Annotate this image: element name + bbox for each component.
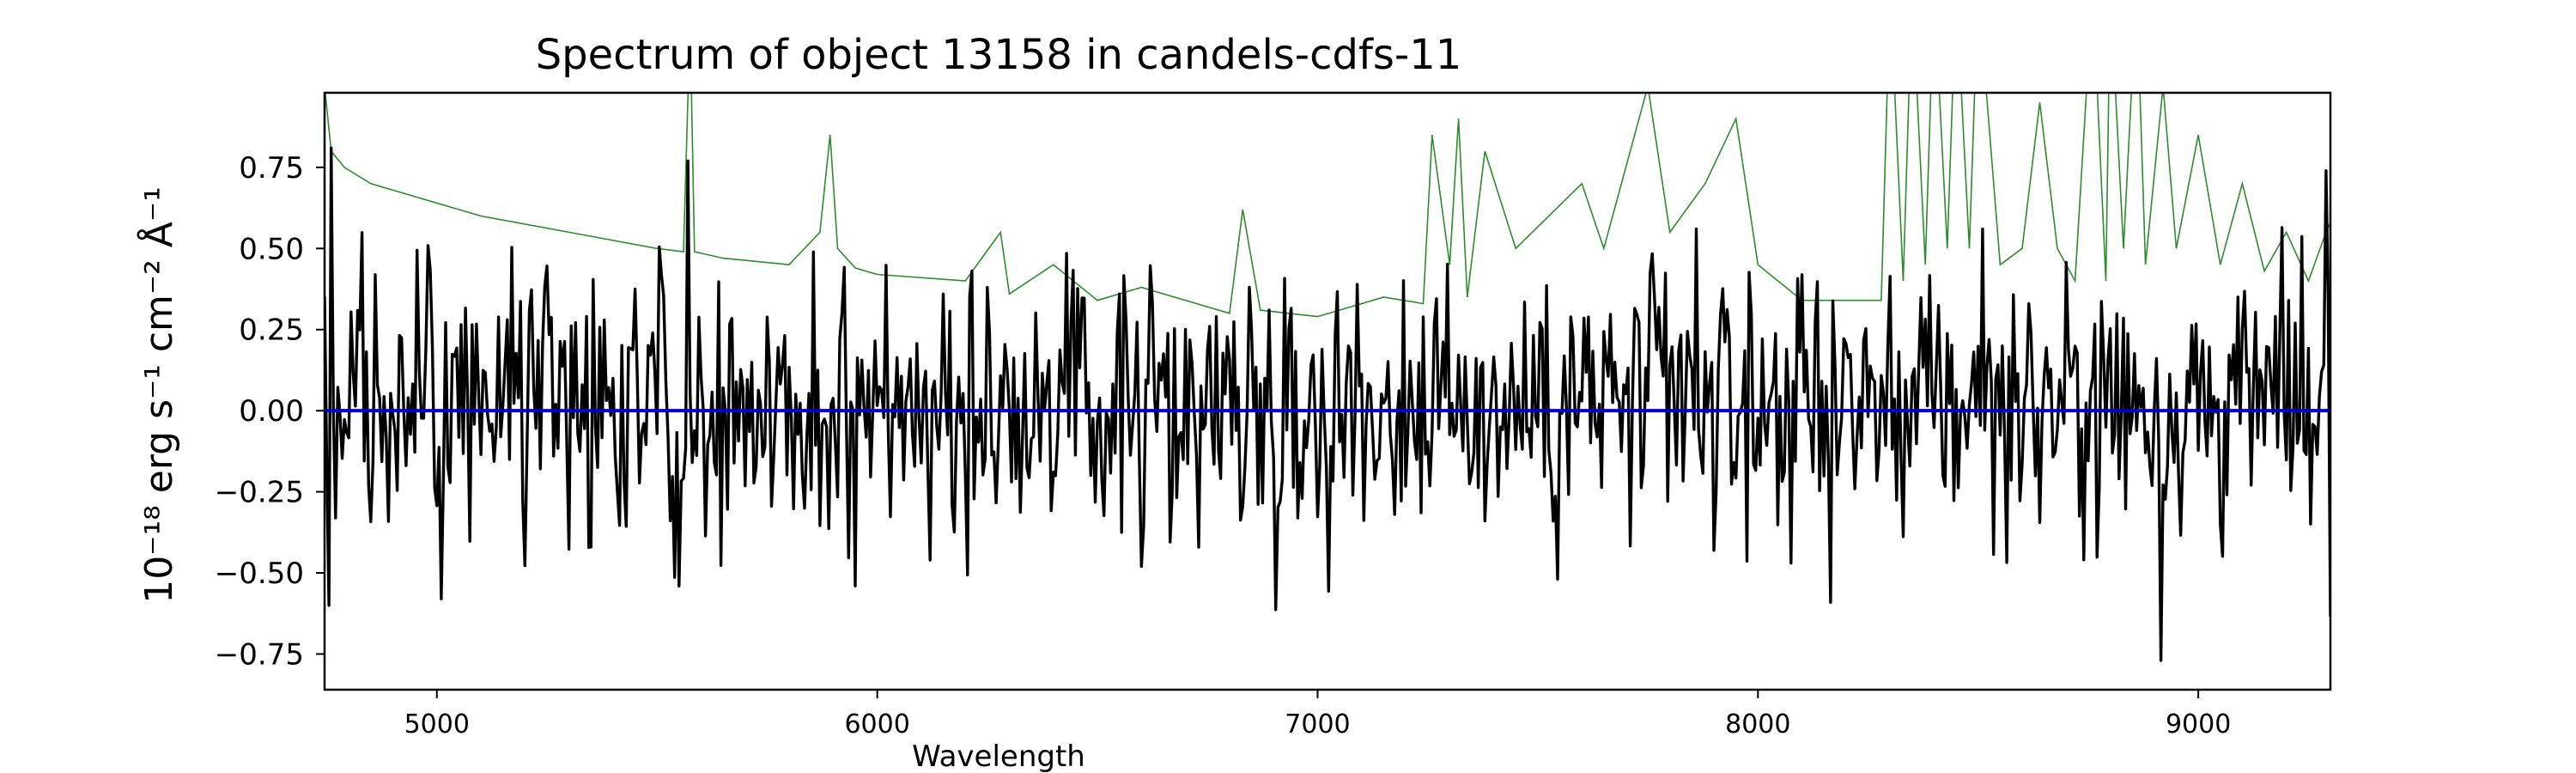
plot-area: [323, 91, 2332, 691]
x-tick-label: 5000: [404, 709, 470, 740]
series-flux-spectrum: [325, 146, 2330, 662]
y-tick-label: 0.50: [239, 232, 304, 266]
chart-title: Spectrum of object 13158 in candels-cdfs…: [536, 31, 1462, 79]
y-tick-label: −0.25: [215, 476, 304, 510]
y-tick-label: −0.75: [215, 637, 304, 672]
series-error-spectrum: [325, 93, 2330, 318]
x-axis-label: Wavelength: [912, 740, 1085, 773]
y-tick-label: 0.25: [239, 313, 304, 348]
x-tick-label: 6000: [844, 709, 909, 740]
axes-frame: [323, 91, 2332, 691]
x-tick-label: 8000: [1725, 709, 1790, 740]
y-tick-label: −0.50: [215, 557, 304, 591]
y-tick-label: 0.75: [239, 151, 304, 186]
y-tick-label: 0.00: [239, 394, 304, 429]
y-axis-ticks: 0.75 0.50 0.25 0.00 −0.25 −0.50 −0.75: [215, 151, 325, 672]
x-tick-label: 9000: [2166, 709, 2231, 740]
y-axis-label: 10⁻¹⁸ erg s⁻¹ cm⁻² Å⁻¹: [136, 186, 181, 603]
x-axis-ticks: 5000 6000 7000 8000 9000: [404, 690, 2231, 740]
x-tick-label: 7000: [1285, 709, 1350, 740]
